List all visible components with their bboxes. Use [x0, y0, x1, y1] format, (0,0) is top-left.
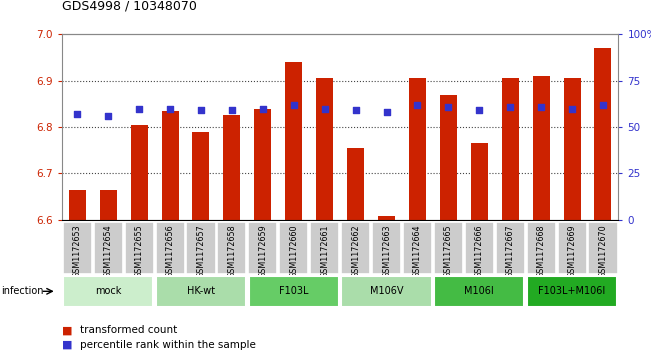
- Text: GSM1172654: GSM1172654: [104, 224, 113, 278]
- Text: GSM1172662: GSM1172662: [351, 224, 360, 278]
- Text: GSM1172658: GSM1172658: [227, 224, 236, 278]
- Text: M106V: M106V: [370, 286, 403, 296]
- Text: GSM1172661: GSM1172661: [320, 224, 329, 278]
- Bar: [564, 78, 581, 220]
- FancyBboxPatch shape: [248, 222, 277, 274]
- Bar: [223, 115, 240, 220]
- Bar: [316, 78, 333, 220]
- Text: GSM1172657: GSM1172657: [197, 224, 206, 278]
- FancyBboxPatch shape: [217, 222, 247, 274]
- Text: percentile rank within the sample: percentile rank within the sample: [80, 340, 256, 350]
- Bar: [255, 109, 271, 220]
- Text: GSM1172664: GSM1172664: [413, 224, 422, 278]
- Text: GSM1172665: GSM1172665: [444, 224, 453, 278]
- Bar: [100, 189, 117, 220]
- Point: [227, 107, 237, 113]
- FancyBboxPatch shape: [310, 222, 339, 274]
- Bar: [285, 62, 302, 220]
- Point: [567, 106, 577, 111]
- Bar: [193, 132, 210, 220]
- FancyBboxPatch shape: [465, 222, 494, 274]
- Text: GSM1172668: GSM1172668: [536, 224, 546, 278]
- Point: [536, 104, 546, 110]
- FancyBboxPatch shape: [341, 222, 370, 274]
- Point: [443, 104, 454, 110]
- Point: [258, 106, 268, 111]
- Text: GSM1172669: GSM1172669: [568, 224, 577, 278]
- FancyBboxPatch shape: [124, 222, 154, 274]
- Bar: [502, 78, 519, 220]
- Text: transformed count: transformed count: [80, 325, 177, 335]
- Text: GSM1172670: GSM1172670: [598, 224, 607, 278]
- FancyBboxPatch shape: [186, 222, 215, 274]
- Bar: [131, 125, 148, 220]
- Text: mock: mock: [95, 286, 122, 296]
- Text: GSM1172653: GSM1172653: [73, 224, 82, 278]
- Bar: [161, 111, 178, 220]
- Text: GSM1172663: GSM1172663: [382, 224, 391, 278]
- Text: GSM1172660: GSM1172660: [289, 224, 298, 278]
- Point: [474, 107, 484, 113]
- Bar: [471, 143, 488, 220]
- Point: [381, 109, 392, 115]
- Point: [505, 104, 516, 110]
- Point: [350, 107, 361, 113]
- FancyBboxPatch shape: [279, 222, 309, 274]
- Point: [412, 102, 422, 108]
- Point: [598, 102, 608, 108]
- Text: ■: ■: [62, 325, 72, 335]
- FancyBboxPatch shape: [62, 222, 92, 274]
- Text: GSM1172659: GSM1172659: [258, 224, 268, 278]
- Text: GSM1172655: GSM1172655: [135, 224, 144, 278]
- Bar: [409, 78, 426, 220]
- FancyBboxPatch shape: [589, 222, 618, 274]
- Text: F103L: F103L: [279, 286, 309, 296]
- Bar: [594, 48, 611, 220]
- FancyBboxPatch shape: [495, 222, 525, 274]
- FancyBboxPatch shape: [403, 222, 432, 274]
- Point: [103, 113, 113, 119]
- FancyBboxPatch shape: [94, 222, 123, 274]
- Text: M106I: M106I: [464, 286, 494, 296]
- Bar: [347, 148, 364, 220]
- Text: GSM1172656: GSM1172656: [165, 224, 174, 278]
- FancyBboxPatch shape: [372, 222, 401, 274]
- Point: [196, 107, 206, 113]
- Text: GSM1172667: GSM1172667: [506, 224, 515, 278]
- Bar: [440, 95, 457, 220]
- Text: GDS4998 / 10348070: GDS4998 / 10348070: [62, 0, 197, 13]
- Point: [320, 106, 330, 111]
- Point: [134, 106, 145, 111]
- Text: infection: infection: [1, 286, 43, 296]
- FancyBboxPatch shape: [557, 222, 587, 274]
- Text: HK-wt: HK-wt: [187, 286, 215, 296]
- Text: ■: ■: [62, 340, 72, 350]
- Bar: [69, 189, 86, 220]
- Point: [288, 102, 299, 108]
- Point: [72, 111, 83, 117]
- Text: F103L+M106I: F103L+M106I: [538, 286, 605, 296]
- FancyBboxPatch shape: [156, 222, 185, 274]
- Bar: [533, 76, 549, 220]
- Bar: [378, 216, 395, 220]
- Point: [165, 106, 175, 111]
- FancyBboxPatch shape: [434, 222, 463, 274]
- Text: GSM1172666: GSM1172666: [475, 224, 484, 278]
- FancyBboxPatch shape: [527, 222, 556, 274]
